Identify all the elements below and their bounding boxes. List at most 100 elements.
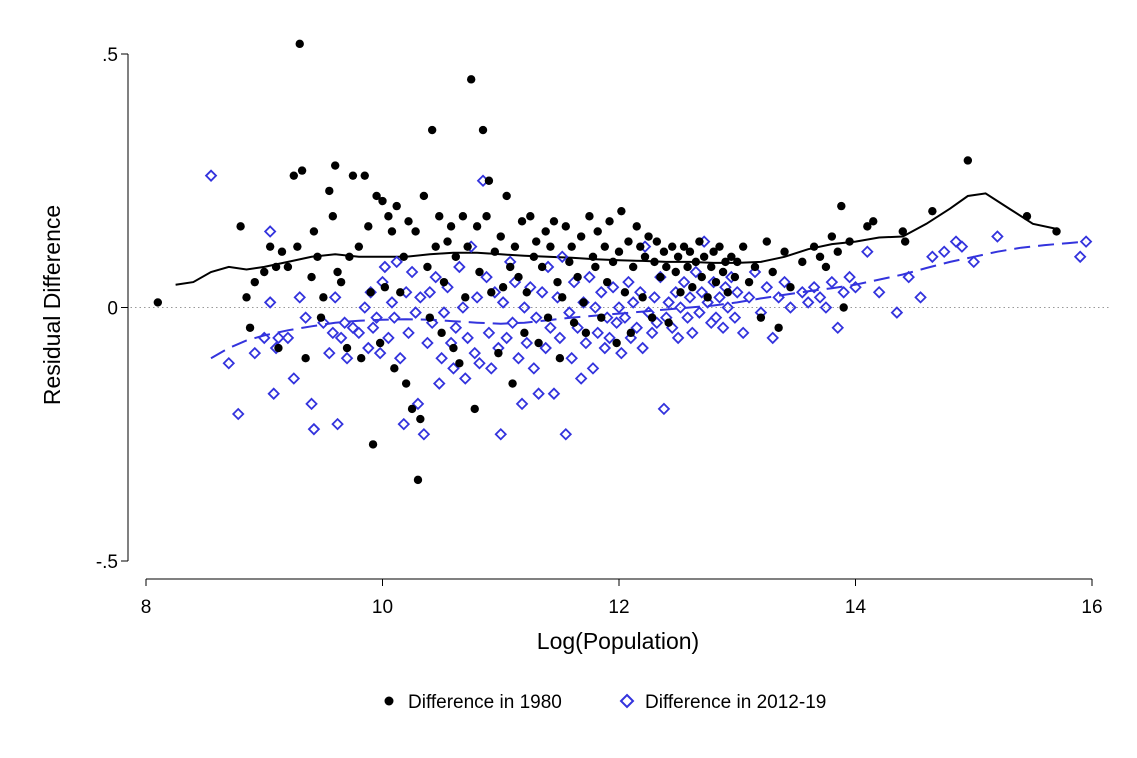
data-point-1980: [508, 379, 517, 388]
data-point-1980: [730, 272, 740, 282]
data-point-2012-19: [248, 346, 262, 360]
data-point-2012-19: [338, 316, 351, 329]
data-point-1980: [455, 359, 464, 368]
data-point-2012-19: [414, 291, 427, 304]
data-point-1980: [644, 232, 653, 241]
data-point-1980: [333, 267, 342, 277]
data-point-1980: [738, 242, 748, 251]
y-tick-label: -.5: [96, 552, 118, 573]
data-point-2012-19: [423, 286, 437, 299]
data-point-1980: [537, 262, 547, 272]
data-point-1980: [319, 293, 328, 302]
data-point-1980: [250, 277, 259, 287]
data-point-2012-19: [222, 356, 236, 370]
x-axis: 8 10 12 14 16: [141, 578, 1103, 618]
data-point-1980: [809, 242, 819, 251]
data-point-1980: [283, 262, 293, 272]
data-point-2012-19: [622, 275, 635, 289]
data-point-2012-19: [449, 321, 463, 335]
data-point-2012-19: [352, 326, 366, 340]
data-point-1980: [372, 191, 381, 201]
data-point-1980: [431, 242, 440, 251]
data-point-2012-19: [527, 362, 541, 375]
data-point-1980: [446, 222, 456, 231]
data-point-2012-19: [630, 321, 644, 335]
data-point-1980: [576, 232, 586, 241]
data-point-2012-19: [686, 326, 699, 340]
data-point-1980: [289, 171, 299, 180]
data-point-2012-19: [648, 291, 661, 304]
data-point-2012-19: [586, 362, 600, 375]
data-point-2012-19: [598, 341, 612, 355]
data-point-2012-19: [257, 331, 271, 345]
series-2012-19-points: [204, 169, 1093, 441]
data-point-1980: [494, 348, 503, 358]
data-point-2012-19: [204, 169, 218, 182]
data-point-2012-19: [872, 286, 886, 299]
data-point-2012-19: [373, 346, 387, 360]
data-point-1980: [404, 217, 413, 226]
data-point-2012-19: [819, 301, 833, 314]
legend-marker-2012: [619, 693, 635, 709]
data-point-2012-19: [583, 270, 596, 284]
data-point-2012-19: [287, 372, 301, 385]
data-point-2012-19: [393, 351, 407, 365]
data-point-1980: [502, 191, 511, 201]
data-point-1980: [711, 277, 721, 287]
data-point-2012-19: [532, 387, 545, 400]
data-point-2012-19: [307, 422, 321, 436]
data-point-2012-19: [382, 331, 395, 345]
data-point-2012-19: [468, 346, 482, 360]
data-point-1980: [466, 75, 476, 84]
data-point-1980: [688, 283, 697, 292]
data-point-1980: [439, 277, 449, 287]
data-point-1980: [815, 252, 825, 261]
data-point-1980: [380, 283, 390, 292]
legend-label-2012: Difference in 2012-19: [645, 692, 826, 713]
data-point-2012-19: [323, 346, 336, 360]
data-point-1980: [458, 212, 468, 221]
data-point-1980: [707, 262, 716, 272]
data-point-1980: [963, 156, 973, 165]
data-point-2012-19: [461, 331, 474, 345]
data-point-1980: [392, 201, 401, 211]
data-point-1980: [443, 237, 452, 246]
data-point-1980: [236, 222, 245, 231]
data-point-2012-19: [453, 260, 466, 274]
data-point-1980: [532, 237, 541, 246]
data-point-2012-19: [402, 326, 415, 340]
data-point-1980: [628, 262, 638, 272]
x-tick-label: 16: [1081, 597, 1102, 618]
data-point-1980: [721, 257, 730, 267]
data-point-1980: [593, 227, 602, 236]
data-point-1980: [579, 298, 588, 307]
data-point-2012-19: [645, 326, 659, 340]
data-point-2012-19: [991, 230, 1004, 243]
data-point-1980: [407, 404, 417, 414]
data-point-2012-19: [470, 291, 484, 304]
data-point-1980: [617, 206, 626, 216]
data-point-2012-19: [662, 296, 675, 309]
data-point-1980: [364, 222, 373, 231]
data-point-1980: [561, 222, 570, 231]
data-point-2012-19: [695, 286, 709, 299]
y-axis: -.5 0 .5: [96, 45, 129, 573]
data-point-1980: [555, 354, 565, 363]
data-point-1980: [401, 379, 411, 388]
data-point-1980: [451, 252, 461, 261]
data-point-1980: [774, 323, 783, 332]
x-tick-label: 14: [845, 597, 867, 618]
data-point-2012-19: [515, 397, 529, 411]
data-point-1980: [470, 404, 479, 414]
data-point-1980: [484, 176, 494, 185]
data-point-2012-19: [459, 372, 472, 385]
data-point-1980: [490, 247, 500, 256]
data-point-1980: [664, 318, 673, 327]
data-point-2012-19: [626, 296, 640, 309]
data-point-1980: [387, 227, 397, 236]
y-tick-label: .5: [102, 45, 118, 66]
data-point-2012-19: [500, 331, 513, 345]
data-point-1980: [750, 262, 760, 272]
data-point-1980: [733, 257, 742, 267]
data-point-1980: [900, 237, 910, 246]
